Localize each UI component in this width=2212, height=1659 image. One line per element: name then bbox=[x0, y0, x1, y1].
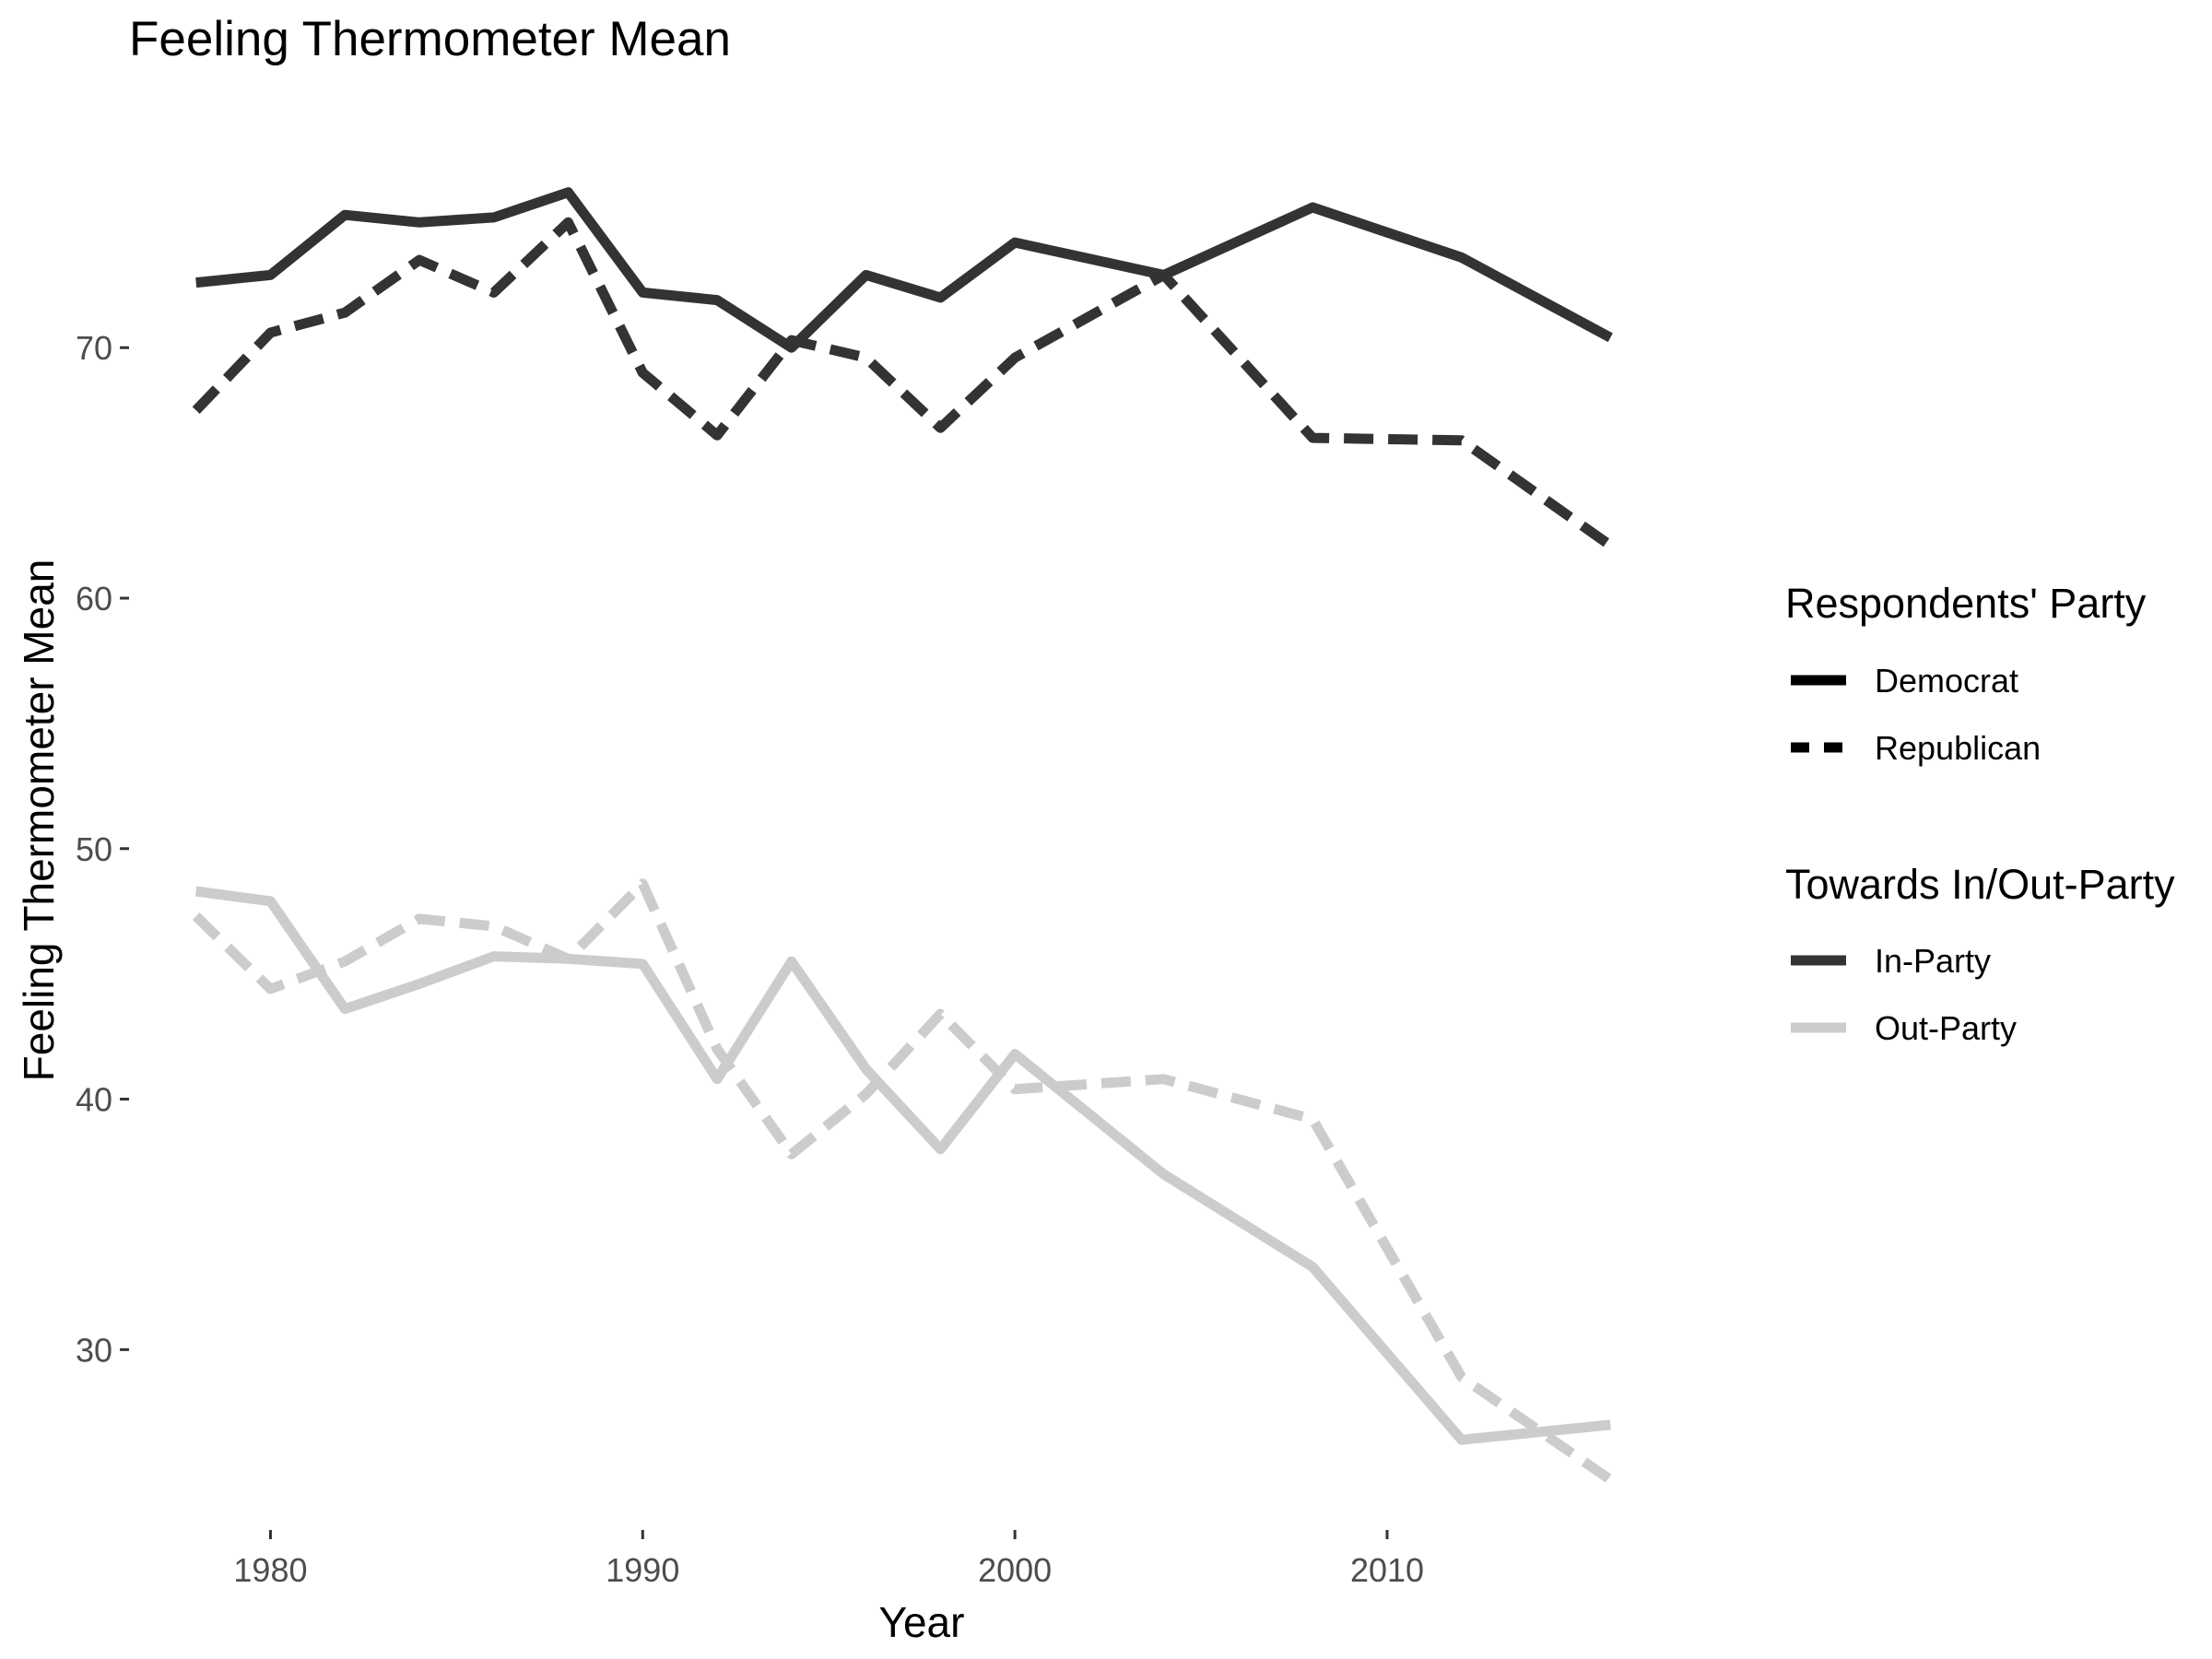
series-line-democrat-out-party bbox=[194, 886, 1611, 1445]
legend-title-respondents-party: Respondents' Party bbox=[1785, 580, 2147, 627]
y-tick-label: 40 bbox=[76, 1081, 112, 1119]
y-tick-label: 30 bbox=[76, 1331, 112, 1369]
x-tick-label: 1990 bbox=[606, 1551, 679, 1589]
series-line-democrat-in-party bbox=[195, 187, 1613, 353]
x-axis: 1980 1990 2000 2010 bbox=[233, 1530, 1424, 1589]
x-tick-label: 1980 bbox=[233, 1551, 307, 1589]
x-tick-label: 2010 bbox=[1350, 1551, 1424, 1589]
x-tick-label: 2000 bbox=[978, 1551, 1052, 1589]
y-tick-label: 50 bbox=[76, 830, 112, 868]
series-line-republican-in-party bbox=[192, 217, 1614, 550]
plot-lines bbox=[192, 187, 1614, 1485]
series-line-republican-out-party bbox=[192, 878, 1614, 1485]
legend: Respondents' Party Democrat Republican Towa… bbox=[1785, 580, 2175, 1047]
legend-label-out-party: Out-Party bbox=[1875, 1009, 2017, 1047]
legend-label-in-party: In-Party bbox=[1875, 942, 1991, 980]
legend-label-republican: Republican bbox=[1875, 729, 2041, 767]
y-tick-label: 60 bbox=[76, 580, 112, 618]
y-tick-label: 70 bbox=[76, 329, 112, 367]
chart-title: Feeling Thermometer Mean bbox=[129, 12, 731, 66]
legend-title-towards-in-out-party: Towards In/Out-Party bbox=[1785, 861, 2175, 908]
x-axis-title: Year bbox=[879, 1598, 965, 1646]
y-axis-title: Feeling Thermometer Mean bbox=[15, 559, 63, 1082]
y-axis: 30 40 50 60 70 bbox=[76, 329, 129, 1369]
legend-label-democrat: Democrat bbox=[1875, 662, 2018, 700]
